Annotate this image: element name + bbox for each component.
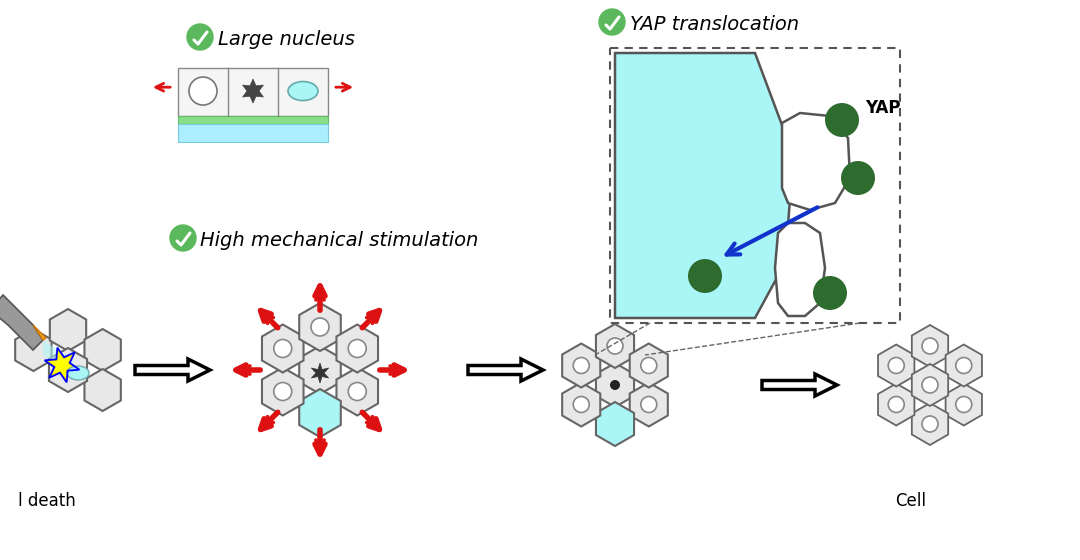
Text: High mechanical stimulation: High mechanical stimulation <box>200 231 478 250</box>
Text: Large nucleus: Large nucleus <box>218 30 355 49</box>
Circle shape <box>607 338 623 354</box>
Polygon shape <box>878 384 915 426</box>
Polygon shape <box>630 343 667 388</box>
Circle shape <box>825 103 859 137</box>
Circle shape <box>573 357 590 374</box>
Bar <box>610 48 900 323</box>
Circle shape <box>348 339 366 357</box>
Circle shape <box>813 276 847 310</box>
Polygon shape <box>630 382 667 427</box>
Polygon shape <box>563 343 600 388</box>
Circle shape <box>956 357 972 374</box>
Polygon shape <box>33 325 46 340</box>
Ellipse shape <box>67 366 89 380</box>
Text: YAP: YAP <box>865 99 901 117</box>
Circle shape <box>610 380 620 390</box>
Circle shape <box>273 382 292 400</box>
Polygon shape <box>50 309 86 351</box>
Circle shape <box>956 396 972 413</box>
Polygon shape <box>15 329 52 371</box>
Polygon shape <box>43 340 73 375</box>
Polygon shape <box>299 389 341 437</box>
Polygon shape <box>563 382 600 427</box>
Circle shape <box>170 225 195 251</box>
Bar <box>178 124 328 142</box>
Polygon shape <box>311 363 328 383</box>
Text: Cell: Cell <box>895 492 926 510</box>
Polygon shape <box>337 367 378 416</box>
Bar <box>178 116 328 124</box>
Polygon shape <box>0 295 43 350</box>
Polygon shape <box>762 374 837 396</box>
Circle shape <box>922 377 939 393</box>
Polygon shape <box>46 349 78 380</box>
Circle shape <box>189 77 217 105</box>
Circle shape <box>922 338 939 354</box>
Circle shape <box>888 357 904 374</box>
Polygon shape <box>49 348 87 392</box>
Polygon shape <box>946 344 982 386</box>
Ellipse shape <box>288 82 318 101</box>
Polygon shape <box>262 367 303 416</box>
Polygon shape <box>912 364 948 406</box>
Polygon shape <box>596 324 634 368</box>
Polygon shape <box>135 359 210 381</box>
Polygon shape <box>946 384 982 426</box>
Circle shape <box>922 416 939 432</box>
Circle shape <box>841 161 875 195</box>
Bar <box>178 68 328 116</box>
Polygon shape <box>337 324 378 372</box>
Polygon shape <box>615 53 789 318</box>
Circle shape <box>573 396 590 413</box>
Polygon shape <box>596 402 634 446</box>
Circle shape <box>348 382 366 400</box>
Polygon shape <box>596 363 634 407</box>
Polygon shape <box>84 369 121 411</box>
Polygon shape <box>243 79 264 103</box>
Circle shape <box>599 9 625 35</box>
Polygon shape <box>299 303 341 351</box>
Circle shape <box>187 24 213 50</box>
Polygon shape <box>912 325 948 367</box>
Circle shape <box>273 339 292 357</box>
Polygon shape <box>878 344 915 386</box>
Polygon shape <box>782 113 850 210</box>
Circle shape <box>640 396 657 413</box>
Polygon shape <box>262 324 303 372</box>
Polygon shape <box>84 329 121 371</box>
Polygon shape <box>912 403 948 445</box>
Text: l death: l death <box>18 492 76 510</box>
Polygon shape <box>468 359 543 381</box>
Polygon shape <box>775 223 825 316</box>
Text: YAP translocation: YAP translocation <box>630 15 799 34</box>
Circle shape <box>888 396 904 413</box>
Circle shape <box>311 318 329 336</box>
Circle shape <box>640 357 657 374</box>
Polygon shape <box>299 346 341 394</box>
Circle shape <box>688 259 723 293</box>
